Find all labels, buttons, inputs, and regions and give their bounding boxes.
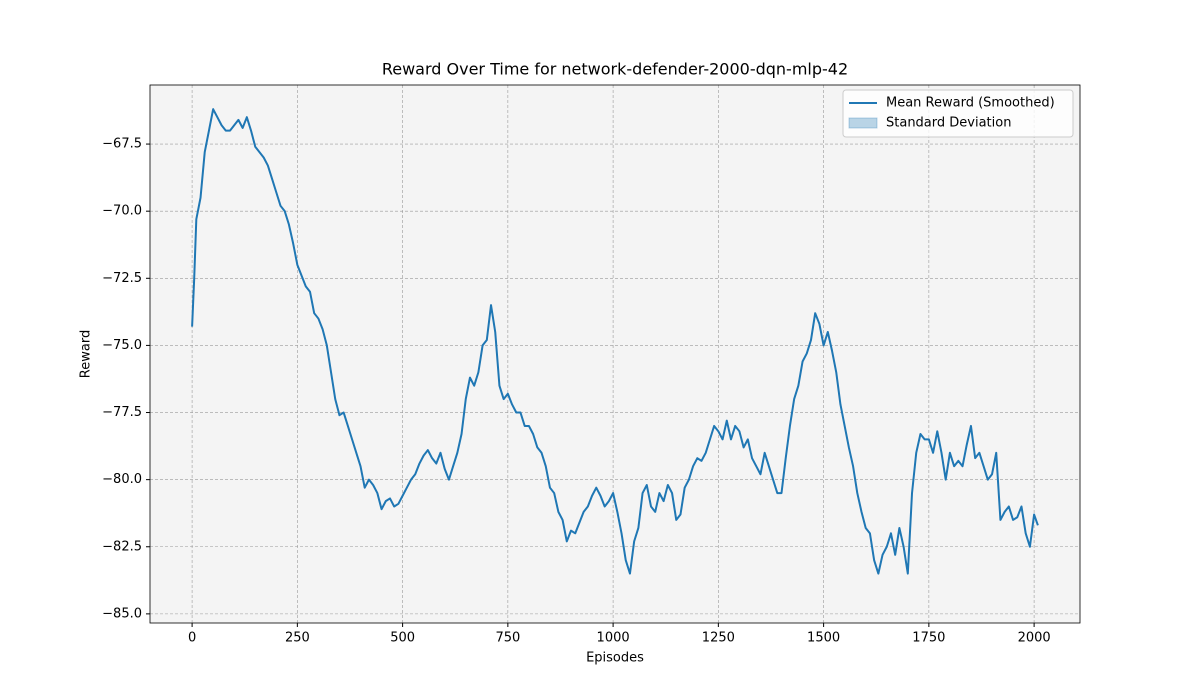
x-axis-label: Episodes bbox=[586, 651, 644, 666]
y-tick-label: −70.0 bbox=[102, 204, 142, 219]
x-tick-label: 500 bbox=[390, 631, 415, 646]
y-tick-label: −77.5 bbox=[102, 405, 142, 420]
x-tick-label: 2000 bbox=[1018, 631, 1051, 646]
x-tick-label: 1250 bbox=[702, 631, 735, 646]
plot-frame bbox=[149, 84, 1081, 624]
x-tick-label: 250 bbox=[285, 631, 310, 646]
x-tick-label: 750 bbox=[495, 631, 520, 646]
y-tick-label: −67.5 bbox=[102, 137, 142, 152]
y-axis-label: Reward bbox=[79, 330, 94, 378]
y-tick-label: −75.0 bbox=[102, 338, 142, 353]
legend-swatch bbox=[848, 117, 878, 129]
y-tick-label: −85.0 bbox=[102, 606, 142, 621]
legend-label: Mean Reward (Smoothed) bbox=[886, 96, 1055, 111]
data-line bbox=[191, 108, 1039, 575]
x-tick-label: 0 bbox=[188, 631, 196, 646]
chart-title: Reward Over Time for network-defender-20… bbox=[382, 60, 848, 79]
y-tick-label: −80.0 bbox=[102, 472, 142, 487]
x-tick-label: 1000 bbox=[597, 631, 630, 646]
legend-label: Standard Deviation bbox=[886, 116, 1011, 131]
y-tick-label: −72.5 bbox=[102, 271, 142, 286]
plot-area bbox=[150, 85, 1080, 623]
legend-box bbox=[842, 89, 1074, 138]
x-tick-label: 1500 bbox=[807, 631, 840, 646]
x-tick-label: 1750 bbox=[912, 631, 945, 646]
y-tick-label: −82.5 bbox=[102, 539, 142, 554]
